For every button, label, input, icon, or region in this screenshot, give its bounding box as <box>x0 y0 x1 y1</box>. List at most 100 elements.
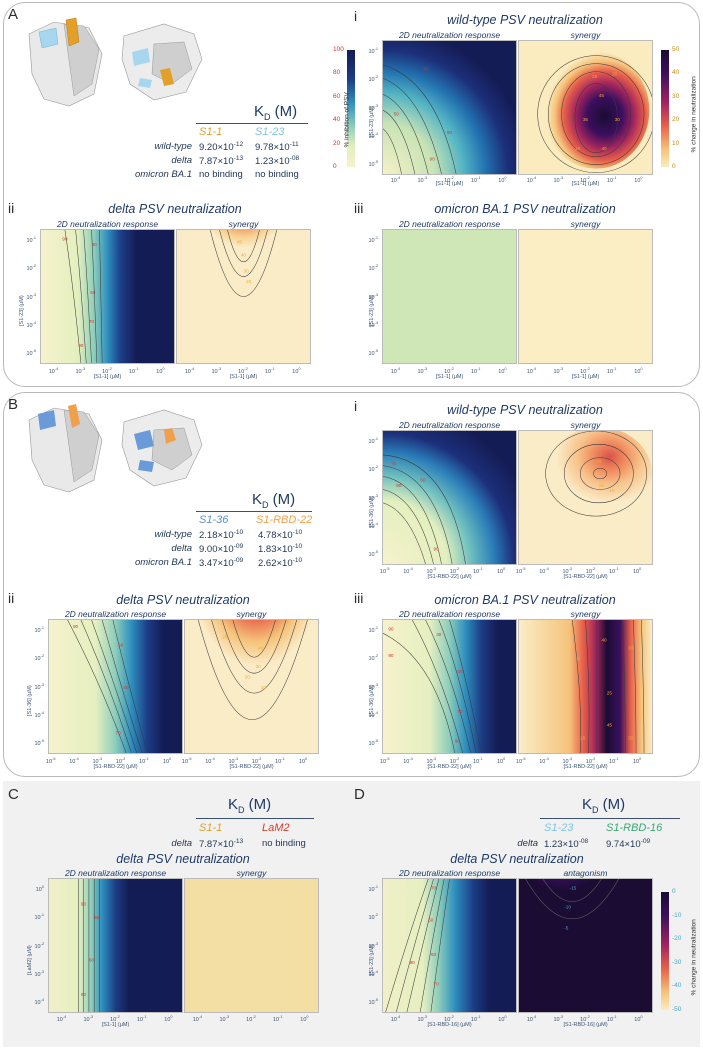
x-axis-label: [S1-1] (μM) <box>435 181 464 187</box>
svg-text:60: 60 <box>123 685 129 690</box>
x-tick-label: 10-3 <box>562 757 573 765</box>
colorbar-label: 0 <box>333 163 337 170</box>
map-label-response: 2D neutralization response <box>56 219 159 229</box>
x-tick-label: 10-1 <box>470 176 481 184</box>
x-tick-label: 100 <box>300 1015 309 1023</box>
y-tick-label: 10-5 <box>368 349 378 358</box>
svg-text:90: 90 <box>78 343 84 348</box>
x-tick-label: 10-1 <box>264 367 275 375</box>
kd-col-s1-23-d: S1-23 <box>544 822 574 834</box>
heatmap-synergy <box>518 229 653 364</box>
kd-value: no binding <box>255 169 299 180</box>
x-tick-label: 10-4 <box>390 1015 401 1023</box>
colorbar-label: -20 <box>672 935 682 943</box>
map-label-synergy: synergy <box>228 219 259 229</box>
map-label-synergy: synergy <box>570 219 601 229</box>
svg-text:90: 90 <box>81 992 87 997</box>
x-tick-label: 10-1 <box>606 367 617 375</box>
svg-text:70: 70 <box>434 981 440 986</box>
x-tick-label: 10-3 <box>562 567 573 575</box>
svg-text:10: 10 <box>261 685 267 690</box>
kd-value: 7.87×10-13 <box>199 838 244 851</box>
svg-text:90: 90 <box>396 483 402 488</box>
svg-text:35: 35 <box>583 117 589 122</box>
panel-b-letter: B <box>8 396 19 413</box>
x-axis-label: [S1-1] (μM) <box>435 374 464 380</box>
map-label-response: 2D neutralization response <box>398 609 501 619</box>
kd-row-label: omicron BA.1 <box>134 557 192 568</box>
kd-col-s1-rbd-16-d: S1-RBD-16 <box>606 822 663 834</box>
svg-text:50: 50 <box>94 915 100 920</box>
x-tick-label: 10-2 <box>585 567 596 575</box>
x-tick-label: 10-2 <box>580 367 590 375</box>
svg-text:90: 90 <box>388 653 394 658</box>
kd-col-s1-23-a: S1-23 <box>255 126 285 138</box>
colorbar-inhibition <box>347 50 355 167</box>
kd-value: 1.23×10-08 <box>255 155 300 168</box>
colorbar-label: 60 <box>333 92 341 100</box>
kd-row-label: delta <box>171 155 192 166</box>
map-label-synergy: synergy <box>570 420 601 430</box>
x-tick-label: 10-2 <box>444 1015 454 1023</box>
y-tick-label: 10-2 <box>368 465 378 474</box>
colorbar-label: 0 <box>672 888 676 895</box>
kd-value: 9.20×10-12 <box>199 141 244 154</box>
colorbar-title: % change in neutralization <box>690 919 698 996</box>
x-tick-label: 100 <box>298 757 308 765</box>
heatmap-response: 90 90 30 50 70 90 <box>382 619 517 754</box>
y-tick-label: 10-3 <box>368 292 378 301</box>
svg-text:30: 30 <box>436 632 442 637</box>
x-axis-label: [S1-1] (μM) <box>93 374 122 380</box>
x-tick-label: 10-5 <box>45 757 56 765</box>
svg-text:25: 25 <box>592 74 598 79</box>
x-tick-label: 100 <box>634 367 643 375</box>
plot-title: delta PSV neutralization <box>116 593 250 607</box>
colorbar-label: -10 <box>672 911 682 919</box>
svg-text:30: 30 <box>628 645 634 650</box>
y-tick-label: 10-4 <box>368 320 378 329</box>
sub-letter-a-ii: ii <box>8 200 15 216</box>
x-tick-label: 10-3 <box>553 176 563 184</box>
colorbar-label: 50 <box>672 46 680 53</box>
kd-title-b: KD (M) <box>252 491 296 510</box>
heatmap-synergy: 25 40 30 20 10 <box>184 619 319 754</box>
x-axis-label: [S1-RBD-22] (μM) <box>427 764 472 770</box>
svg-text:30: 30 <box>255 664 261 669</box>
x-tick-label: 10-3 <box>553 1015 563 1023</box>
kd-divider-d <box>540 818 680 819</box>
x-tick-label: 100 <box>498 367 507 375</box>
y-tick-label: 10-1 <box>368 884 378 893</box>
x-tick-label: 10-1 <box>606 1015 617 1023</box>
y-tick-label: 10-4 <box>34 710 44 719</box>
sub-letter-a-i: i <box>354 8 358 24</box>
kd-value: no binding <box>262 838 306 849</box>
svg-text:60: 60 <box>89 957 95 962</box>
kd-value: 9.74×10-09 <box>606 838 651 851</box>
x-tick-label: 100 <box>632 757 642 765</box>
x-axis-label: [S1-RBD-22] (μM) <box>563 764 608 770</box>
x-tick-label: 10-1 <box>473 567 483 575</box>
map-label-synergy: synergy <box>570 609 601 619</box>
x-tick-label: 10-4 <box>526 1015 537 1023</box>
colorbar-title: % inhibition of PSV <box>343 92 351 148</box>
x-axis-label: [S1-RBD-22] (μM) <box>563 574 608 580</box>
y-tick-label: 10-1 <box>368 625 378 634</box>
x-tick-label: 10-1 <box>470 1015 481 1023</box>
colorbar-label: 30 <box>672 92 680 100</box>
kd-value: 1.83×10-10 <box>258 543 303 556</box>
svg-text:90: 90 <box>447 130 453 135</box>
svg-text:15: 15 <box>580 736 586 741</box>
x-tick-label: 10-5 <box>181 757 192 765</box>
colorbar-label: 40 <box>333 116 341 124</box>
kd-value: 3.47×10-09 <box>199 557 244 570</box>
kd-value: no binding <box>199 169 243 180</box>
plot-title: omicron BA.1 PSV neutralization <box>434 202 616 216</box>
svg-text:15: 15 <box>575 146 581 151</box>
y-tick-label: 10-4 <box>368 969 378 978</box>
svg-text:60: 60 <box>431 952 437 957</box>
kd-title-c: KD (M) <box>228 796 272 815</box>
colorbar-label: -30 <box>672 958 682 966</box>
svg-text:10: 10 <box>570 77 576 82</box>
x-tick-label: 10-2 <box>444 176 454 184</box>
svg-text:90: 90 <box>434 547 440 552</box>
